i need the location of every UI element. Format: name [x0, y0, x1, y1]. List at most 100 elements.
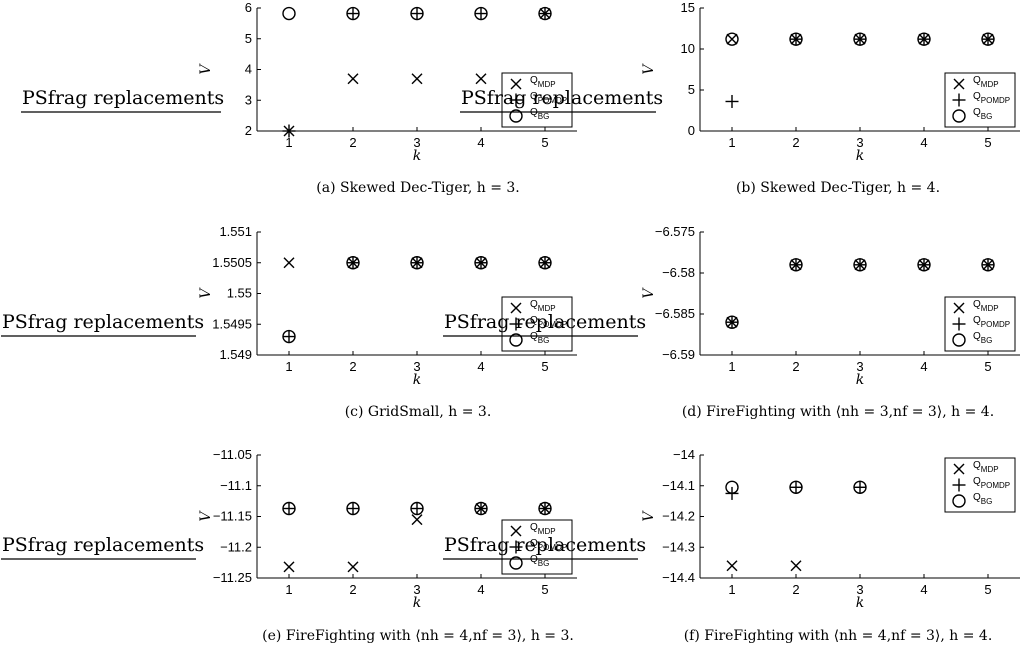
legend: QMDP QPOMDP QBG	[944, 72, 1016, 128]
x-tick-label: 4	[477, 359, 484, 374]
y-tick-label: −6.58	[662, 265, 695, 280]
y-tick-label: −14.1	[662, 478, 695, 493]
marker-x-stroke	[283, 561, 295, 573]
x-axis-label: k	[413, 148, 421, 164]
y-axis-label: V	[198, 63, 214, 75]
data-point-qbg	[789, 258, 803, 272]
legend-qmdp: QMDP	[973, 299, 999, 313]
caption: (e) FireFighting with ⟨nh = 4,nf = 3⟩, h…	[262, 628, 574, 644]
y-tick-label: 1.549	[219, 347, 252, 362]
legend-qpomdp: QPOMDP	[973, 476, 1010, 490]
legend-marker-circle	[952, 494, 966, 508]
data-point-qbg	[282, 329, 296, 344]
chart-d: −6.59 −6.585 −6.58 −6.575 1 2 3 4 5 k V PSfrag repl…	[443, 224, 1020, 420]
y-tick-label: 10	[681, 41, 695, 56]
psfrag-label: PSfrag replacements	[461, 87, 663, 109]
y-tick-label: −11.1	[220, 478, 252, 493]
legend-qmdp: QMDP	[973, 75, 999, 89]
data-point-qpomdp	[853, 32, 867, 46]
y-tick-label: 5	[688, 82, 695, 97]
y-tick-label: −11.25	[213, 570, 252, 585]
legend-marker-plus	[509, 317, 523, 331]
data-point-qmdp	[283, 561, 295, 573]
caption: (a) Skewed Dec-Tiger, h = 3.	[316, 180, 519, 196]
chart-e: −11.25 −11.2 −11.15 −11.1 −11.05 1 2 3 4 5 k V PSfra…	[1, 447, 577, 644]
x-axis-label: k	[856, 595, 864, 611]
data-point-qpomdp	[346, 502, 360, 516]
x-tick-label: 3	[856, 135, 863, 150]
data-point-qpomdp	[789, 480, 803, 494]
marker-x-stroke	[510, 525, 522, 537]
data-point-qpomdp	[474, 256, 488, 270]
data-point-qpomdp	[410, 256, 424, 270]
psfrag-label: PSfrag replacements	[22, 87, 224, 109]
legend-marker-cross	[953, 78, 965, 90]
legend-marker-circle	[952, 333, 966, 347]
y-tick-label: −11.15	[213, 509, 252, 524]
legend-qpomdp: QPOMDP	[530, 538, 567, 552]
data-point-qbg	[917, 258, 931, 272]
y-tick-label: −6.585	[655, 306, 695, 321]
x-tick-label: 3	[413, 582, 420, 597]
data-point-qpomdp	[282, 124, 296, 138]
data-point-qmdp	[283, 257, 295, 269]
marker-x-stroke	[953, 463, 965, 475]
y-tick-label: 15	[681, 0, 695, 15]
data-point-qmdp	[347, 73, 359, 85]
data-point-qbg	[474, 256, 488, 270]
legend-marker-cross	[953, 302, 965, 314]
x-tick-label: 1	[728, 359, 735, 374]
data-point-qbg	[410, 6, 424, 21]
data-point-qpomdp	[789, 32, 803, 46]
data-point-qbg	[410, 256, 424, 270]
legend-qbg: QBG	[973, 331, 992, 345]
marker-x-stroke	[475, 73, 487, 85]
y-tick-label: 1.55	[227, 286, 252, 301]
data-point-qmdp	[726, 560, 738, 572]
legend-marker-plus	[952, 317, 966, 331]
psfrag-label: PSfrag replacements	[2, 534, 204, 556]
data-point-qpomdp	[538, 7, 552, 21]
y-tick-label: 5	[245, 31, 252, 46]
y-tick-label: −14.2	[662, 509, 695, 524]
data-point-qbg	[282, 6, 296, 21]
marker-x-stroke	[953, 78, 965, 90]
legend-qpomdp: QPOMDP	[973, 91, 1010, 105]
y-tick-label: 6	[245, 0, 252, 15]
x-tick-label: 5	[984, 582, 991, 597]
x-tick-label: 1	[728, 135, 735, 150]
data-point-qpomdp	[725, 94, 739, 108]
caption: (b) Skewed Dec-Tiger, h = 4.	[736, 180, 940, 196]
caption: (f) FireFighting with ⟨nh = 4,nf = 3⟩, h…	[684, 628, 993, 644]
legend-marker-plus	[509, 540, 523, 554]
x-tick-label: 2	[792, 135, 799, 150]
legend-qmdp: QMDP	[530, 75, 556, 89]
legend-marker-circle	[509, 109, 523, 123]
legend-qbg: QBG	[973, 107, 992, 121]
y-tick-label: 2	[245, 123, 252, 138]
x-tick-label: 2	[349, 582, 356, 597]
data-point-qbg	[725, 480, 739, 494]
x-tick-label: 5	[984, 359, 991, 374]
data-point-qpomdp	[282, 502, 296, 516]
psfrag-label: PSfrag replacements	[2, 311, 204, 333]
data-point-qpomdp	[725, 315, 739, 329]
data-point-qpomdp	[410, 7, 424, 21]
y-tick-label: 1.5505	[212, 255, 252, 270]
legend-marker-plus	[952, 93, 966, 107]
x-tick-label: 5	[984, 135, 991, 150]
legend-marker-circle	[952, 109, 966, 123]
legend-qpomdp: QPOMDP	[530, 315, 567, 329]
marker-x-stroke	[790, 560, 802, 572]
x-tick-label: 4	[920, 135, 927, 150]
data-point-qmdp	[726, 33, 738, 45]
data-point-qbg	[789, 480, 803, 494]
data-point-qbg	[725, 32, 739, 46]
data-point-qbg	[346, 6, 360, 21]
x-tick-label: 1	[728, 582, 735, 597]
